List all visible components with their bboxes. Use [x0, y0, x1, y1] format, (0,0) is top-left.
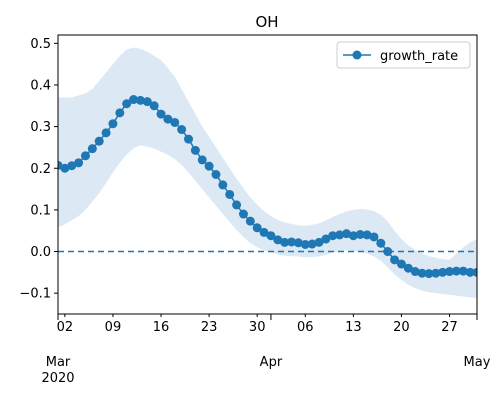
data-point [451, 266, 461, 276]
data-point [170, 117, 180, 127]
data-point [390, 255, 400, 265]
data-point [184, 134, 194, 144]
data-point [115, 108, 125, 118]
data-point [259, 227, 269, 237]
data-point [177, 125, 187, 135]
data-point [232, 200, 242, 210]
x-minor-tick-label: 09 [105, 320, 122, 335]
data-point [472, 267, 477, 277]
data-point [252, 223, 262, 233]
data-point [307, 239, 317, 249]
y-tick-label: 0.1 [30, 203, 51, 218]
data-point [328, 231, 338, 241]
y-tick-label: 0.0 [30, 245, 51, 260]
x-major-tick-sublabel: 2020 [41, 371, 74, 386]
y-tick-label: 0.2 [30, 162, 51, 177]
data-point [60, 163, 70, 173]
data-point [190, 145, 200, 155]
x-major-tick-label: Mar [46, 355, 71, 370]
data-point [273, 235, 283, 245]
y-tick-label: 0.4 [30, 78, 51, 93]
data-point [163, 114, 173, 124]
plot-area [58, 47, 477, 299]
data-point [403, 263, 413, 273]
data-point [335, 230, 345, 240]
x-minor-tick-label: 16 [153, 320, 170, 335]
data-point [431, 268, 441, 278]
y-axis: −0.1 0.0 0.1 0.2 0.3 0.4 0.5 [19, 37, 58, 302]
y-tick-label: 0.5 [30, 37, 51, 52]
data-point [218, 180, 228, 190]
data-point [314, 237, 324, 247]
data-point [135, 95, 145, 105]
data-point [101, 128, 111, 138]
data-point [410, 267, 420, 277]
data-point [417, 268, 427, 278]
data-point [74, 158, 84, 168]
data-point [348, 231, 358, 241]
data-point [197, 155, 207, 165]
data-point [142, 97, 152, 107]
data-point [424, 269, 434, 279]
data-point [438, 267, 448, 277]
data-point [396, 259, 406, 269]
data-point [108, 119, 118, 129]
x-major-tick-label: May [464, 355, 491, 370]
data-point [149, 101, 159, 111]
x-minor-tick-label: 27 [441, 320, 458, 335]
x-minor-tick-label: 13 [345, 320, 362, 335]
data-point [293, 238, 303, 248]
data-point [445, 267, 455, 277]
legend-label: growth_rate [380, 49, 458, 64]
data-point [204, 161, 214, 171]
data-point [355, 229, 365, 239]
chart-title: OH [255, 13, 278, 31]
data-point [287, 237, 297, 247]
x-major-tick-label: Apr [260, 355, 283, 370]
data-point [211, 170, 221, 179]
legend: growth_rate [336, 41, 471, 69]
legend-box [336, 41, 471, 69]
plot-frame [57, 34, 478, 315]
data-point [156, 109, 166, 119]
x-minor-tick-label: 20 [393, 320, 410, 335]
data-point [369, 232, 379, 242]
data-point [465, 267, 475, 277]
data-point [341, 229, 351, 239]
data-point [376, 238, 386, 248]
data-point [225, 189, 235, 199]
data-point [458, 266, 468, 276]
data-point [266, 231, 276, 241]
x-minor-tick-label: 30 [249, 320, 266, 335]
plot-content [58, 47, 477, 299]
data-point [362, 230, 372, 240]
y-tick-label: −0.1 [19, 287, 51, 302]
data-point [321, 234, 331, 244]
data-point [129, 95, 139, 105]
data-point [280, 237, 290, 247]
x-minor-tick-label: 23 [201, 320, 218, 335]
legend-dot-marker [352, 50, 362, 60]
data-point [300, 239, 310, 249]
data-point [67, 161, 77, 171]
data-point [122, 99, 132, 109]
data-point [238, 209, 248, 219]
x-minor-tick-label: 06 [297, 320, 314, 335]
data-point [80, 151, 90, 161]
data-point [383, 247, 393, 257]
x-minor-tick-label: 02 [57, 320, 74, 335]
data-point [245, 216, 255, 226]
data-point [94, 136, 104, 146]
data-point [87, 144, 97, 154]
y-tick-label: 0.3 [30, 120, 51, 135]
